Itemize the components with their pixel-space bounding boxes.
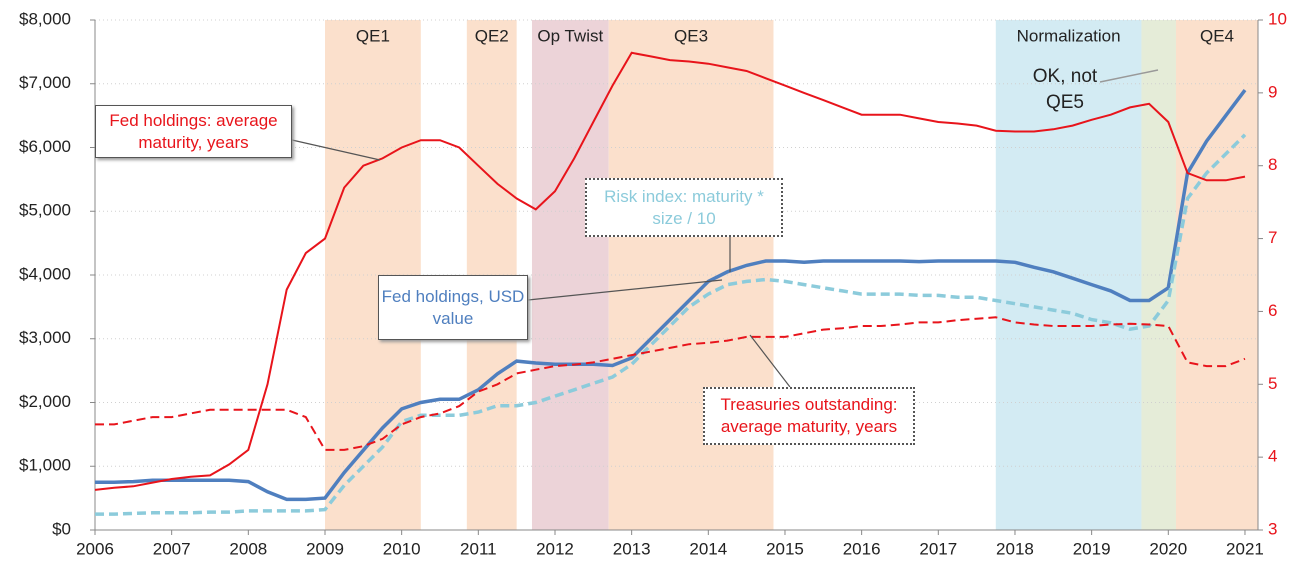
x-tick-label: 2013 xyxy=(613,539,651,558)
region-label: QE4 xyxy=(1200,26,1234,45)
callout-pointer xyxy=(527,279,723,301)
x-tick-label: 2010 xyxy=(383,539,421,558)
x-tick-label: 2012 xyxy=(536,539,574,558)
region-label: QE3 xyxy=(674,26,708,45)
y2-tick-label: 6 xyxy=(1268,301,1277,320)
y2-tick-label: 10 xyxy=(1268,9,1287,28)
x-tick-label: 2011 xyxy=(460,539,497,558)
shaded-region xyxy=(995,20,1142,530)
y-tick-label: $8,000 xyxy=(19,9,71,28)
callout: Treasuries outstanding: average maturity… xyxy=(703,387,915,445)
y2-tick-label: 8 xyxy=(1268,155,1277,174)
y-tick-label: $3,000 xyxy=(19,328,71,347)
callout-pointer xyxy=(291,139,381,161)
x-tick-label: 2016 xyxy=(843,539,881,558)
y-tick-label: $0 xyxy=(52,519,71,538)
x-tick-label: 2019 xyxy=(1073,539,1111,558)
x-tick-label: 2021 xyxy=(1226,539,1264,558)
region-label: Normalization xyxy=(1017,26,1121,45)
region-label: QE1 xyxy=(356,26,390,45)
y-tick-label: $1,000 xyxy=(19,456,71,475)
series-line xyxy=(95,89,1247,502)
y2-tick-label: 3 xyxy=(1268,519,1277,538)
y-tick-label: $2,000 xyxy=(19,392,71,411)
x-tick-label: 2017 xyxy=(919,539,957,558)
series-line xyxy=(95,133,1247,516)
x-tick-label: 2015 xyxy=(766,539,804,558)
x-tick-label: 2014 xyxy=(689,539,727,558)
y-tick-label: $5,000 xyxy=(19,201,71,220)
callout-pointer xyxy=(749,334,791,388)
y2-tick-label: 5 xyxy=(1268,374,1277,393)
y-tick-label: $4,000 xyxy=(19,264,71,283)
x-tick-label: 2007 xyxy=(153,539,191,558)
y2-tick-label: 4 xyxy=(1268,447,1277,466)
y2-tick-label: 9 xyxy=(1268,82,1277,101)
x-tick-label: 2020 xyxy=(1149,539,1187,558)
series-line xyxy=(94,51,1246,491)
y-tick-label: $7,000 xyxy=(19,73,71,92)
series-line xyxy=(95,316,1246,451)
region-label: QE2 xyxy=(475,26,509,45)
callout: Fed holdings, USD value xyxy=(378,275,528,340)
callout: Fed holdings: average maturity, years xyxy=(95,105,292,158)
x-tick-label: 2008 xyxy=(229,539,267,558)
y-tick-label: $6,000 xyxy=(19,137,71,156)
x-tick-label: 2009 xyxy=(306,539,344,558)
annotation-pointer xyxy=(1099,69,1159,83)
shaded-region xyxy=(1175,20,1258,530)
x-tick-label: 2018 xyxy=(996,539,1034,558)
y2-tick-label: 7 xyxy=(1268,228,1277,247)
annotation: OK, not QE5 xyxy=(1032,66,1098,113)
region-label: Op Twist xyxy=(537,26,603,45)
callout: Risk index: maturity * size / 10 xyxy=(585,178,783,237)
x-tick-label: 2006 xyxy=(76,539,114,558)
